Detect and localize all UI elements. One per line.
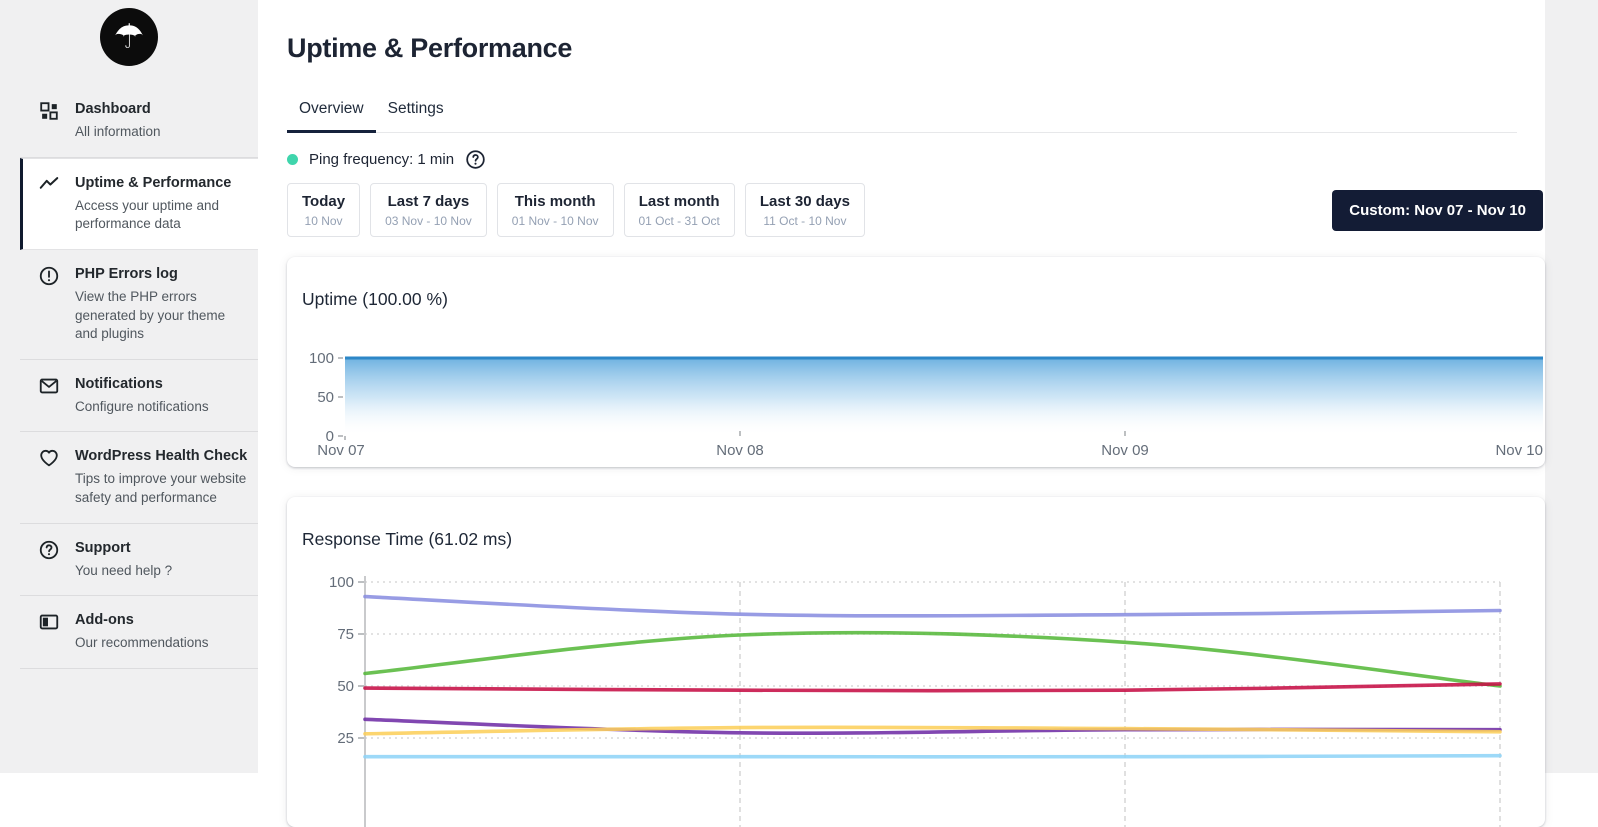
envelope-icon	[38, 375, 60, 397]
svg-text:Nov 09: Nov 09	[1101, 442, 1149, 459]
svg-text:75: 75	[337, 626, 354, 643]
sidebar-item-description: All information	[75, 124, 161, 139]
ping-frequency-label: Ping frequency: 1 min	[309, 151, 455, 168]
tab-overview[interactable]: Overview	[287, 86, 376, 133]
preset-range: 01 Nov - 10 Nov	[511, 214, 599, 228]
ping-help-icon[interactable]	[465, 149, 486, 170]
preset-range: 10 Nov	[304, 214, 343, 228]
addons-panel-icon	[38, 611, 60, 633]
custom-date-range-button[interactable]: Custom: Nov 07 - Nov 10	[1332, 189, 1543, 231]
date-preset-last-30-days[interactable]: Last 30 days 11 Oct - 10 Nov	[744, 183, 865, 237]
umbrella-logo-icon: ☂	[100, 8, 158, 66]
sidebar-item-title: Support	[75, 539, 131, 556]
sidebar-item-health-check[interactable]: WordPress Health Check Tips to improve y…	[20, 432, 258, 524]
svg-text:100: 100	[329, 574, 354, 591]
sidebar-nav: Dashboard All information Uptime & Perfo…	[0, 85, 258, 669]
date-preset-today[interactable]: Today 10 Nov	[287, 183, 361, 237]
question-circle-icon	[38, 539, 60, 561]
response-time-chart-card: Response Time (61.02 ms) 25 50 75 100	[287, 497, 1545, 827]
sidebar-item-dashboard[interactable]: Dashboard All information	[20, 85, 258, 158]
sidebar-item-php-errors-log[interactable]: PHP Errors log View the PHP errors gener…	[20, 250, 258, 360]
svg-text:100: 100	[309, 350, 334, 367]
preset-range: 01 Oct - 31 Oct	[638, 214, 720, 228]
uptime-area-chart: 0 50 100 Nov 07 Nov 08 Nov 09 Nov 10	[309, 350, 1543, 459]
response-time-chart-title: Response Time (61.02 ms)	[302, 529, 513, 549]
sidebar-item-addons[interactable]: Add-ons Our recommendations	[20, 596, 258, 669]
sidebar-item-description: Our recommendations	[75, 635, 209, 651]
dashboard-grid-icon	[38, 100, 60, 122]
preset-label: Last 30 days	[759, 193, 850, 210]
sidebar-item-title: Uptime & Performance	[75, 174, 232, 191]
brand-logo: ☂	[0, 0, 258, 85]
preset-label: Last 7 days	[387, 193, 470, 210]
svg-text:50: 50	[337, 678, 354, 695]
preset-range: 11 Oct - 10 Nov	[763, 214, 847, 228]
sidebar-item-title: WordPress Health Check	[75, 448, 248, 465]
alert-circle-icon	[38, 265, 60, 287]
svg-text:Nov 07: Nov 07	[317, 442, 365, 459]
tab-bar: Overview Settings	[287, 86, 1517, 133]
sidebar-item-description: Configure notifications	[75, 398, 209, 414]
sidebar-item-title: PHP Errors log	[75, 265, 178, 282]
preset-label: Today	[302, 193, 346, 210]
date-preset-last-month[interactable]: Last month 01 Oct - 31 Oct	[623, 183, 735, 237]
preset-label: This month	[514, 193, 596, 210]
date-filter-row: Today 10 Nov Last 7 days 03 Nov - 10 Nov…	[287, 183, 1545, 237]
sidebar-item-support[interactable]: Support You need help ?	[20, 524, 258, 597]
sidebar-item-title: Notifications	[75, 375, 163, 392]
preset-range: 03 Nov - 10 Nov	[385, 214, 472, 228]
svg-text:Nov 10: Nov 10	[1495, 442, 1543, 459]
svg-text:50: 50	[317, 389, 334, 406]
svg-text:Nov 08: Nov 08	[716, 442, 764, 459]
date-preset-this-month[interactable]: This month 01 Nov - 10 Nov	[496, 183, 614, 237]
sidebar: ☂ Dashboard All information	[0, 0, 258, 773]
sidebar-item-description: View the PHP errors generated by your th…	[75, 288, 226, 342]
response-time-line-chart: 25 50 75 100	[329, 574, 1502, 827]
tab-settings[interactable]: Settings	[387, 100, 444, 117]
date-preset-last-7-days[interactable]: Last 7 days 03 Nov - 10 Nov	[370, 183, 487, 237]
trend-line-icon	[38, 174, 60, 196]
sidebar-item-description: Tips to improve your website safety and …	[75, 471, 247, 505]
svg-text:25: 25	[337, 730, 354, 747]
preset-label: Last month	[638, 193, 720, 210]
ping-frequency-row: Ping frequency: 1 min	[287, 149, 1545, 170]
uptime-chart-title: Uptime (100.00 %)	[302, 289, 448, 309]
sidebar-item-description: You need help ?	[75, 562, 173, 578]
heart-icon	[38, 447, 60, 469]
sidebar-item-title: Dashboard	[75, 101, 151, 117]
sidebar-item-notifications[interactable]: Notifications Configure notifications	[20, 360, 258, 433]
page-title: Uptime & Performance	[287, 33, 573, 63]
right-gutter	[1545, 0, 1598, 773]
main-content: Uptime & Performance Overview Settings P…	[258, 0, 1545, 827]
sidebar-item-title: Add-ons	[75, 612, 134, 629]
sidebar-item-uptime-performance[interactable]: Uptime & Performance Access your uptime …	[20, 157, 258, 250]
ping-status-dot	[287, 154, 298, 165]
svg-text:0: 0	[326, 428, 334, 445]
uptime-chart-card: Uptime (100.00 %) 0 50 100 Nov 07 Nov 08 Nov …	[287, 257, 1545, 467]
sidebar-item-description: Access your uptime and performance data	[75, 197, 220, 232]
